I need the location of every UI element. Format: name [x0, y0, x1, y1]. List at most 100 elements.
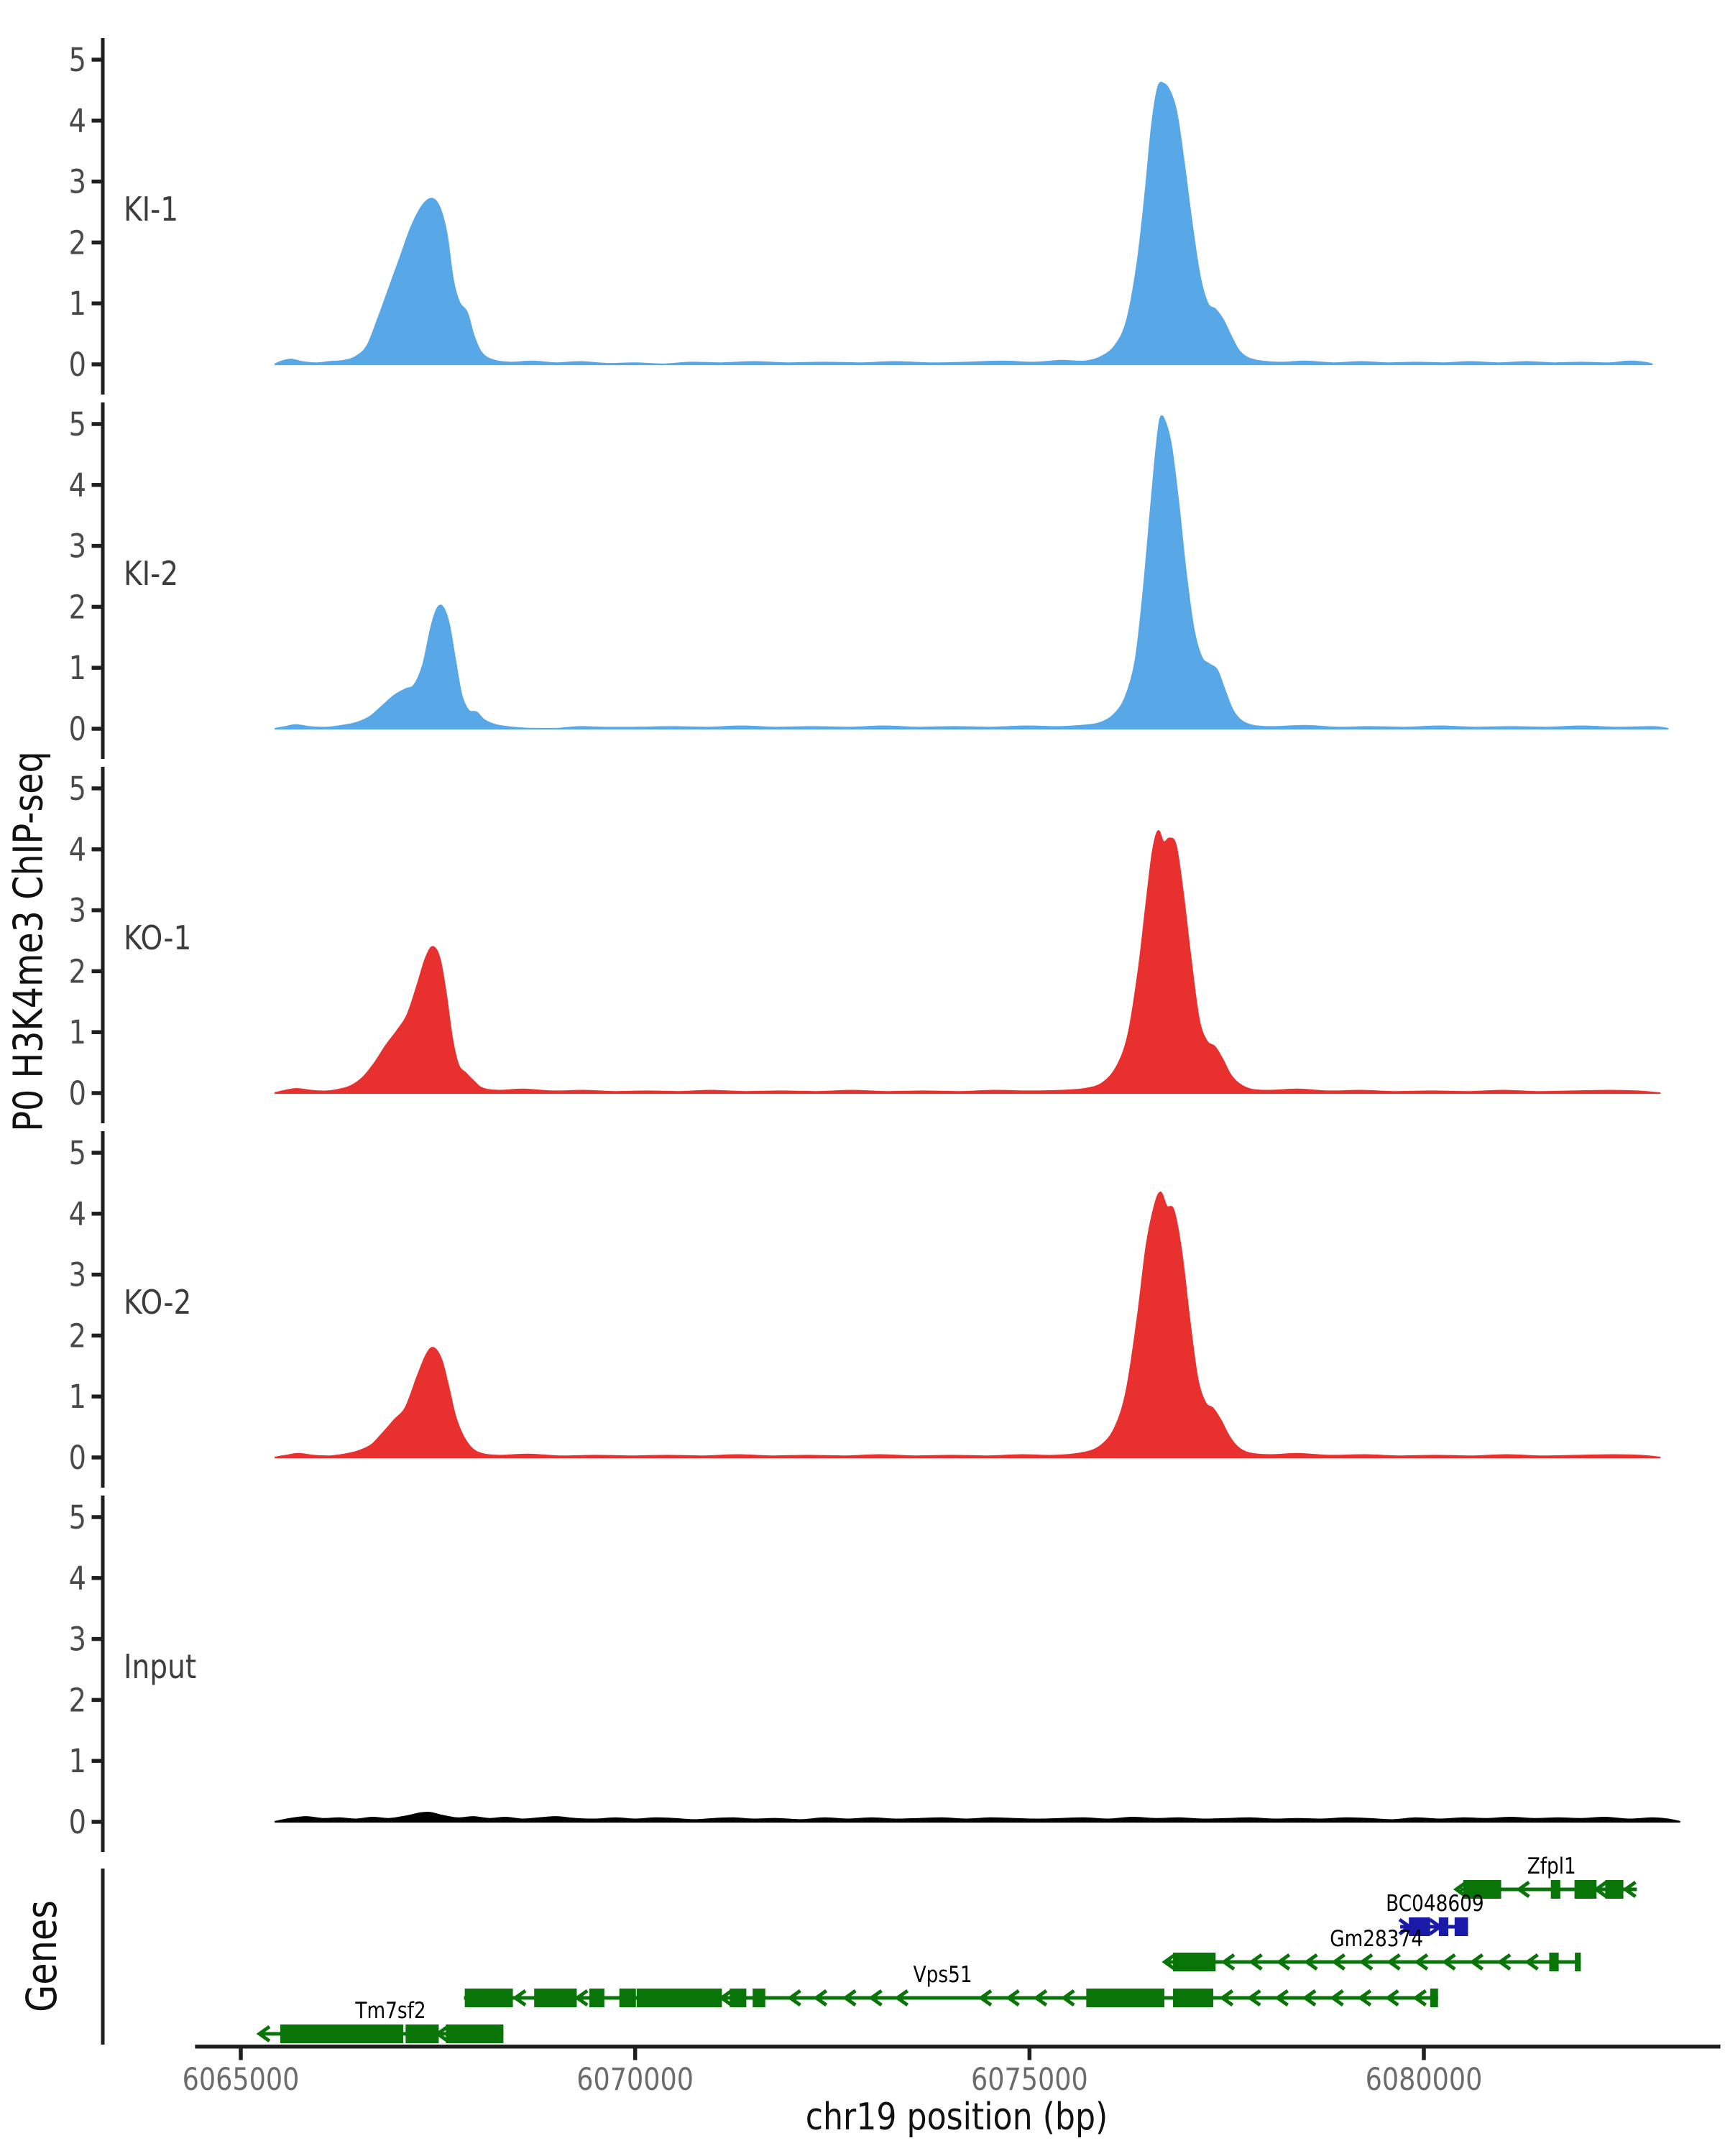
- gene-strand-arrow-Vps51-15: [1302, 1989, 1317, 2007]
- y-tick-KI-1-3: [91, 179, 101, 184]
- y-tick-label-KO-1-2: 2: [69, 952, 86, 990]
- gene-exon-Tm7sf2-2: [446, 2024, 504, 2043]
- gene-strand-arrow-Gm28374-6: [1358, 1953, 1374, 1971]
- gene-exon-BC048609-1: [1438, 1917, 1449, 1936]
- gene-label-Vps51: Vps51: [914, 1961, 972, 1988]
- gene-exon-Gm28374-1: [1549, 1953, 1559, 1971]
- gene-exon-Gm28374-2: [1575, 1953, 1581, 1971]
- coverage-area-Input: [274, 1811, 1680, 1823]
- y-axis-spine-KO-1: [101, 767, 105, 1123]
- y-tick-label-Input-2: 2: [69, 1681, 86, 1719]
- x-tick-6080000: [1422, 2048, 1426, 2060]
- genes-axis-spine: [101, 1869, 105, 2045]
- y-tick-KI-2-0: [91, 727, 101, 731]
- gene-strand-arrow-Gm28374-12: [1524, 1953, 1539, 1971]
- gene-exon-Vps51-0: [464, 1989, 513, 2007]
- gene-strand-arrow-Gm28374-4: [1303, 1953, 1318, 1971]
- gene-strand-arrow-Gm28374-8: [1414, 1953, 1429, 1971]
- y-axis-spine-Input: [101, 1496, 105, 1852]
- y-axis-title: P0 H3K4me3 ChIP-seq: [5, 751, 52, 1132]
- y-tick-KO-1-0: [91, 1091, 101, 1095]
- x-axis-title: chr19 position (bp): [805, 2096, 1108, 2139]
- gene-strand-arrow-Vps51-3: [787, 1989, 801, 2007]
- gene-strand-arrow-Zfpl1-3: [1622, 1880, 1637, 1899]
- gene-label-Zfpl1: Zfpl1: [1527, 1853, 1576, 1879]
- gene-exon-Vps51-3: [619, 1989, 636, 2007]
- gene-strand-arrow-Tm7sf2-1: [434, 2024, 449, 2043]
- gene-strand-arrow-Zfpl1-2: [1593, 1880, 1608, 1899]
- gene-strand-arrow-Zfpl1-0: [1453, 1880, 1468, 1899]
- x-tick-label-6080000: 6080000: [1366, 2062, 1483, 2098]
- y-tick-Input-0: [91, 1820, 101, 1824]
- gene-exon-Gm28374-0: [1173, 1953, 1216, 1971]
- y-tick-label-Input-0: 0: [69, 1803, 86, 1841]
- gene-strand-arrow-Vps51-5: [842, 1989, 857, 2007]
- y-tick-KO-2-1: [91, 1394, 101, 1399]
- gene-strand-arrow-Vps51-8: [978, 1989, 993, 2007]
- y-tick-KI-2-2: [91, 604, 101, 609]
- gene-strand-arrow-Gm28374-3: [1276, 1953, 1291, 1971]
- track-label-KI-1: KI-1: [124, 190, 178, 229]
- y-tick-KI-2-5: [91, 422, 101, 426]
- gene-strand-arrow-BC048609-0: [1398, 1917, 1413, 1936]
- gene-strand-arrow-Vps51-12: [1219, 1989, 1234, 2007]
- gene-label-BC048609: BC048609: [1386, 1890, 1484, 1917]
- x-tick-6075000: [1027, 2048, 1032, 2060]
- gene-strand-arrow-Vps51-6: [868, 1989, 883, 2007]
- gene-strand-arrow-Vps51-14: [1274, 1989, 1289, 2007]
- coverage-area-KO-1: [274, 830, 1661, 1095]
- gene-exon-Vps51-5: [730, 1989, 747, 2007]
- track-label-KI-2: KI-2: [124, 555, 178, 594]
- y-tick-label-KO-1-3: 3: [69, 892, 86, 930]
- gene-strand-arrow-Gm28374-2: [1248, 1953, 1263, 1971]
- y-tick-Input-2: [91, 1697, 101, 1703]
- gene-exon-Vps51-2: [589, 1989, 604, 2007]
- y-tick-KO-2-4: [91, 1212, 101, 1216]
- y-tick-KO-1-1: [91, 1030, 101, 1034]
- y-tick-label-KI-2-5: 5: [69, 405, 86, 443]
- gene-exon-Vps51-1: [534, 1989, 577, 2007]
- y-tick-KI-1-2: [91, 240, 101, 245]
- y-tick-Input-5: [91, 1515, 101, 1519]
- y-axis-spine-KO-2: [101, 1131, 105, 1488]
- y-tick-label-Input-1: 1: [69, 1742, 86, 1780]
- y-tick-KO-1-5: [91, 786, 101, 791]
- gene-strand-arrow-Vps51-16: [1330, 1989, 1344, 2007]
- gene-exon-Zfpl1-3: [1605, 1880, 1624, 1899]
- gene-strand-arrow-Vps51-17: [1357, 1989, 1372, 2007]
- y-tick-KI-1-4: [91, 119, 101, 123]
- y-tick-KO-1-2: [91, 969, 101, 974]
- y-axis-spine-KI-1: [101, 38, 105, 395]
- y-tick-KO-2-2: [91, 1333, 101, 1338]
- y-tick-Input-4: [91, 1576, 101, 1580]
- gene-exon-Zfpl1-1: [1550, 1880, 1560, 1899]
- y-tick-label-KI-2-4: 4: [69, 466, 86, 505]
- gene-line-BC048609: [1400, 1925, 1468, 1929]
- y-tick-label-KI-1-3: 3: [69, 163, 86, 201]
- x-tick-label-6065000: 6065000: [183, 2062, 300, 2098]
- y-tick-KO-2-5: [91, 1151, 101, 1155]
- y-tick-KI-1-5: [91, 57, 101, 62]
- y-tick-KI-2-4: [91, 483, 101, 487]
- gene-line-Vps51: [464, 1996, 1438, 2000]
- gene-strand-arrow-Vps51-2: [718, 1989, 733, 2007]
- gene-exon-Vps51-6: [753, 1989, 765, 2007]
- gene-label-Tm7sf2: Tm7sf2: [354, 1997, 426, 2024]
- y-tick-label-KI-2-3: 3: [69, 528, 86, 566]
- gene-exon-Tm7sf2-0: [280, 2024, 404, 2043]
- y-tick-KO-2-3: [91, 1272, 101, 1277]
- gene-strand-arrow-Vps51-7: [894, 1989, 909, 2007]
- track-label-KO-1: KO-1: [124, 919, 191, 958]
- gene-line-Gm28374: [1168, 1960, 1581, 1964]
- gene-strand-arrow-Vps51-11: [1060, 1989, 1075, 2007]
- y-tick-label-KI-2-0: 0: [69, 710, 86, 748]
- gene-strand-arrow-Vps51-9: [1006, 1989, 1020, 2007]
- y-tick-label-Input-4: 4: [69, 1560, 86, 1598]
- y-tick-label-KI-1-2: 2: [69, 224, 86, 262]
- y-tick-label-Input-5: 5: [69, 1498, 86, 1537]
- y-axis-spine-KI-2: [101, 402, 105, 759]
- coverage-area-KI-2: [275, 415, 1669, 730]
- x-tick-label-6070000: 6070000: [576, 2062, 694, 2098]
